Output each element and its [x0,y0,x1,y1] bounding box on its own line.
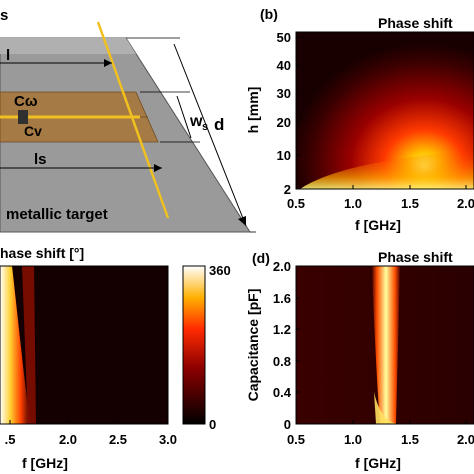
colorbar [182,265,206,425]
panel-d-x-tick-label: 1.0 [344,432,362,447]
feed-line-vertical [96,21,170,219]
panel-d-letter: (d) [252,250,270,266]
panel-b-y-tick-label: 2 [284,182,291,197]
panel-c-x-tick-label: 2.5 [109,432,127,447]
panel-a-schematic: s l Cω Cv ls w s d metallic target [0,7,256,233]
panel-b-x-tick-label: 2.0 [457,196,474,211]
panel-b-x-tick-label: 0.5 [287,196,305,211]
panel-d-title: Phase shift [378,249,453,265]
varactor-symbol [18,110,28,124]
panel-d-ticks: 0.5 1.0 1.5 2.0 2.0 1.6 1.2 0.8 0.4 0 [273,259,474,447]
panel-d-x-tick-label: 2.0 [457,432,474,447]
dim-d-arrowhead-bottom [238,216,246,226]
colorbar-tick-min: 0 [209,417,216,432]
panel-d: (d) Phase shift 0.5 1.0 1.5 2.0 2.0 1.6 1.2 0.8… [245,249,474,471]
label-ls: ls [34,151,47,168]
dim-ls-arrowhead [154,164,162,172]
panel-b-letter: (b) [260,6,278,22]
panel-b-x-tick-label: 1.0 [344,196,362,211]
dim-d-arrow [173,43,247,227]
label-ws-partial: s [0,7,8,24]
panel-c-hot-band [0,266,30,424]
panel-c-title: hase shift [°] [0,245,84,261]
plate-top-band [0,38,136,54]
panel-b-y-tick-label: 40 [277,58,291,73]
panel-c-xlabel: f [GHz] [22,455,68,471]
panel-c-x-tick-label: 3.0 [159,432,177,447]
panel-d-y-tick-label: 0 [284,417,291,432]
panel-b-frame [295,31,474,190]
panel-d-xlabel: f [GHz] [355,455,401,471]
panel-c-frame [0,265,169,425]
label-cv: Cv [24,123,42,139]
colorbar-tick-max: 360 [209,263,231,278]
label-metallic-target: metallic target [6,206,108,223]
label-d: d [214,115,224,134]
panel-b-y-tick-label: 30 [277,86,291,101]
panel-b-ylabel: h [mm] [245,87,261,134]
panel-d-bottom-glow [374,392,400,424]
panel-b-ticks: 0.5 1.0 1.5 2.0 50 40 30 20 10 2 [277,30,474,211]
panel-d-x-tick-label: 0.5 [287,432,305,447]
dim-ws-arrow [176,95,192,139]
panel-d-hot-band [372,266,400,424]
panel-d-frame [295,265,474,425]
panel-d-y-tick-label: 0.4 [273,385,292,400]
panel-d-x-tick-label: 1.5 [401,432,419,447]
panel-b-hot-band [300,150,474,189]
dim-l-arrowhead [104,59,112,67]
label-ws-subscript: s [202,121,208,133]
panel-c-dim-band [22,266,36,424]
panel-b-x-tick-label: 1.5 [401,196,419,211]
panel-d-y-tick-label: 0.8 [273,354,291,369]
panel-d-ylabel: Capacitance [pF] [245,289,261,402]
panel-d-y-tick-label: 2.0 [273,259,291,274]
label-l: l [6,47,10,64]
panel-b-y-tick-label: 10 [277,148,291,163]
panel-b-xlabel: f [GHz] [355,217,401,233]
panel-b-y-tick-label: 20 [277,115,291,130]
panel-c-x-tick-label: 2.0 [59,432,77,447]
panel-b-y-tick-label: 50 [277,30,291,45]
panel-c: hase shift [°] .5 2.0 2.5 3.0 f [GHz] 360 0 [0,245,231,471]
panel-b: (b) Phase shift 0.5 1.0 1.5 2.050403020102 … [245,6,474,233]
panel-b-title: Phase shift [378,15,453,31]
panel-c-ticks: .5 2.0 2.5 3.0 [5,420,177,447]
label-c-omega: Cω [14,93,38,110]
label-ws: w [189,113,203,130]
panel-c-x-tick-label: .5 [5,432,16,447]
panel-d-y-tick-label: 1.2 [273,322,291,337]
panel-d-y-tick-label: 1.6 [273,291,291,306]
